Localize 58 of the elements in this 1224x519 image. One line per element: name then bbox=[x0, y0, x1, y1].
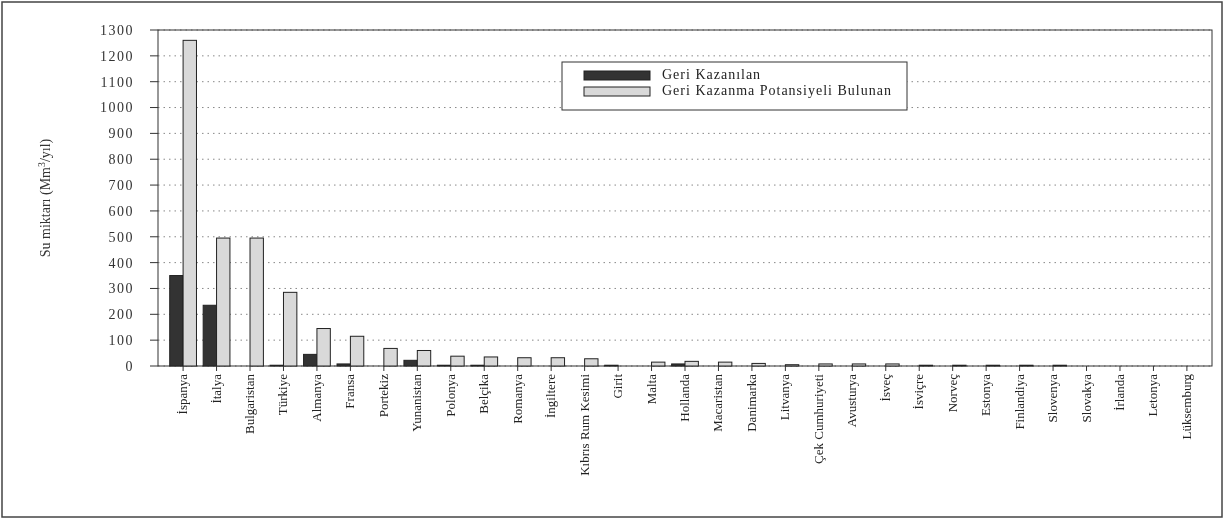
x-tick-label: Finlandiya bbox=[1011, 373, 1027, 430]
bar bbox=[584, 358, 599, 367]
x-tick-label: İsveç bbox=[877, 373, 893, 402]
x-tick-label: Portekiz bbox=[375, 373, 391, 418]
x-tick-label: Danimarka bbox=[743, 373, 759, 432]
bar bbox=[651, 361, 666, 367]
x-tick-label: Çek Cumhuriyeti bbox=[810, 373, 826, 464]
bar bbox=[717, 361, 733, 367]
x-tick-label: İngiltere bbox=[543, 373, 559, 419]
x-tick-label: Almanya bbox=[308, 373, 324, 422]
legend-label: Geri Kazanma Potansiyeli Bulunan bbox=[662, 83, 892, 98]
x-tick-label: Bulgaristan bbox=[242, 373, 258, 434]
x-tick-label: İtalya bbox=[208, 373, 224, 404]
x-tick-label: Litvanya bbox=[777, 373, 793, 421]
bar bbox=[885, 363, 900, 367]
bar bbox=[517, 357, 532, 367]
x-tick-label: Letonya bbox=[1145, 373, 1161, 417]
legend-label: Geri Kazanılan bbox=[662, 67, 762, 82]
x-tick-label: Girit bbox=[610, 373, 626, 399]
x-tick-label: Türkiye bbox=[275, 373, 291, 416]
y-tick-label: 200 bbox=[108, 307, 134, 323]
x-tick-label: Yunanistan bbox=[409, 373, 425, 432]
y-tick-label: 500 bbox=[108, 229, 134, 245]
y-tick-label: 700 bbox=[108, 177, 134, 193]
bar bbox=[383, 347, 398, 367]
y-tick-label: 0 bbox=[125, 358, 134, 374]
x-tick-label: Kıbrıs Rum Kesimi bbox=[576, 373, 592, 476]
bar bbox=[751, 362, 766, 367]
bar bbox=[550, 357, 566, 367]
x-tick-label: Romanya bbox=[509, 373, 525, 424]
y-tick-label: 900 bbox=[108, 126, 134, 142]
x-tick-label: Slovakya bbox=[1078, 373, 1094, 423]
x-tick-label: Polonya bbox=[442, 373, 458, 417]
x-tick-label: Slovenya bbox=[1045, 373, 1061, 423]
y-tick-label: 1000 bbox=[100, 100, 134, 116]
x-tick-label: Fransa bbox=[342, 373, 358, 409]
y-tick-label: 1100 bbox=[100, 74, 134, 90]
y-tick-label: 1200 bbox=[100, 48, 134, 64]
x-tick-label: Lüksemburg bbox=[1178, 373, 1194, 440]
bar bbox=[818, 363, 833, 367]
x-tick-label: İsviçre bbox=[911, 373, 927, 410]
x-tick-label: Avusturya bbox=[844, 373, 860, 428]
y-tick-label: 1300 bbox=[100, 22, 134, 38]
y-tick-label: 600 bbox=[108, 203, 134, 219]
x-tick-label: İrlanda bbox=[1111, 373, 1127, 411]
y-tick-label: 100 bbox=[108, 333, 134, 349]
x-tick-label: Macaristan bbox=[710, 373, 726, 432]
x-tick-label: Estonya bbox=[978, 373, 994, 416]
bar bbox=[851, 363, 867, 367]
x-tick-label: İspanya bbox=[175, 373, 191, 415]
x-tick-label: Belçika bbox=[476, 373, 492, 414]
y-tick-label: 800 bbox=[108, 152, 134, 168]
x-tick-label: Hollanda bbox=[677, 373, 692, 422]
x-tick-label: Norveç bbox=[944, 373, 960, 413]
x-tick-label: Malta bbox=[643, 373, 659, 405]
bar bbox=[249, 237, 264, 367]
y-tick-label: 300 bbox=[108, 281, 134, 297]
y-tick-label: 400 bbox=[108, 255, 134, 271]
